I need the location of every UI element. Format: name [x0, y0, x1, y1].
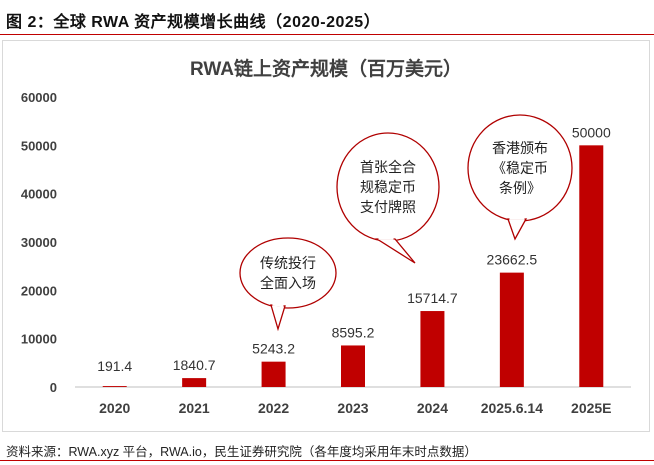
- annotation-text: 传统投行: [260, 255, 316, 271]
- x-tick-label: 2022: [258, 400, 289, 416]
- annotation-bubble-tail: [270, 304, 286, 332]
- y-tick-label: 10000: [21, 332, 57, 347]
- bar-2024: [420, 311, 445, 387]
- y-tick-label: 40000: [21, 187, 57, 202]
- annotation-text: 香港颁布: [492, 140, 548, 156]
- annotation-bubble-tail: [374, 238, 416, 264]
- source-note: 资料来源：RWA.xyz 平台，RWA.io，民生证券研究院（各年度均采用年末时…: [6, 445, 477, 459]
- annotation-bubble-tail: [507, 218, 528, 241]
- data-label: 1840.7: [173, 357, 216, 373]
- y-tick-label: 20000: [21, 283, 57, 298]
- data-label: 50000: [572, 124, 611, 140]
- y-tick-label: 30000: [21, 235, 57, 250]
- data-label: 191.4: [97, 358, 132, 374]
- x-tick-label: 2025.6.14: [481, 400, 543, 416]
- annotation-text: 全面入场: [260, 275, 316, 291]
- annotation-text: 《稳定币: [492, 160, 548, 176]
- y-tick-label: 50000: [21, 138, 57, 153]
- y-tick-label: 0: [50, 380, 57, 395]
- bar-2025E: [579, 145, 604, 387]
- annotation-text: 条例》: [499, 180, 541, 196]
- bar-2021: [182, 378, 207, 387]
- x-tick-label: 2025E: [571, 400, 611, 416]
- data-label: 23662.5: [487, 252, 538, 268]
- annotation-text: 规稳定币: [360, 179, 416, 195]
- bar-2023: [341, 345, 365, 387]
- y-tick-label: 60000: [21, 90, 57, 105]
- bar-2020: [102, 386, 127, 387]
- chart-frame: RWA链上资产规模（百万美元） 0 10000 20000 30000 40000 500…: [2, 40, 650, 432]
- annotation-text: 首张全合: [360, 159, 416, 175]
- annotation-bubble: [239, 237, 337, 309]
- data-label: 5243.2: [252, 341, 295, 357]
- bar-2022: [261, 361, 286, 387]
- x-tick-label: 2020: [99, 400, 130, 416]
- figure-caption: 图 2：全球 RWA 资产规模增长曲线（2020-2025）: [6, 14, 381, 31]
- data-label: 15714.7: [407, 290, 458, 306]
- annotation-seam: [272, 303, 284, 307]
- x-tick-label: 2021: [179, 400, 210, 416]
- data-label: 8595.2: [332, 324, 375, 340]
- x-tick-label: 2023: [337, 400, 368, 416]
- x-tick-label: 2024: [417, 400, 448, 416]
- figure-header: 图 2：全球 RWA 资产规模增长曲线（2020-2025）: [0, 0, 654, 35]
- annotation-text: 支付牌照: [360, 199, 416, 215]
- footer-divider: [0, 460, 654, 461]
- chart-title: RWA链上资产规模（百万美元）: [190, 57, 462, 80]
- bar-2025.6.14: [499, 272, 524, 387]
- bar-chart: RWA链上资产规模（百万美元） 0 10000 20000 30000 40000 500…: [21, 57, 631, 416]
